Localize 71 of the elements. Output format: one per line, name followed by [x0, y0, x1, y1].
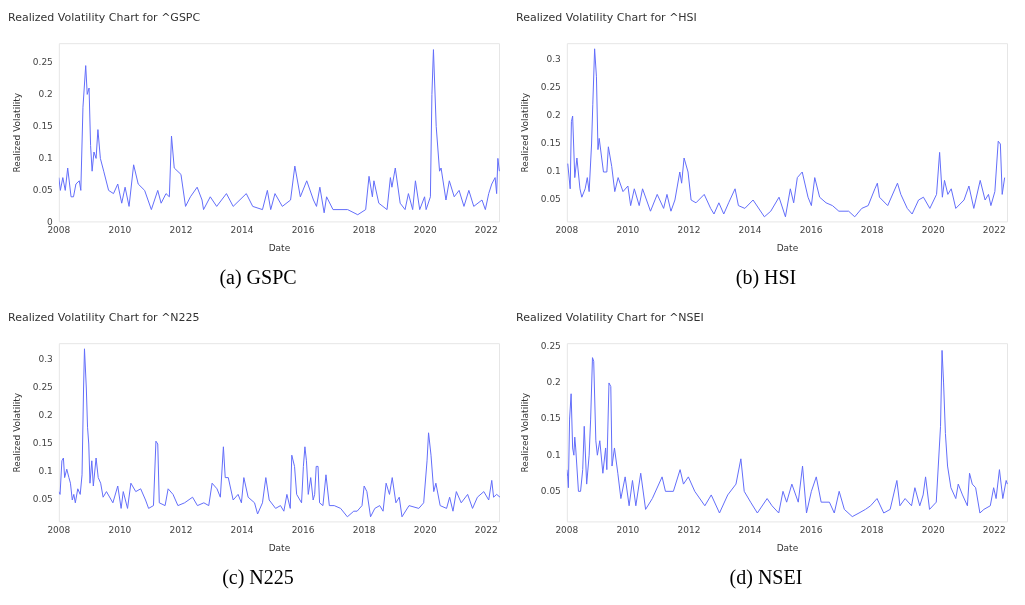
x-tick-label: 2014 [738, 525, 762, 536]
x-tick-label: 2018 [352, 525, 376, 536]
x-tick-label: 2018 [860, 525, 884, 536]
x-tick-label: 2022 [982, 225, 1006, 236]
x-axis-title: Date [268, 542, 291, 553]
x-axis-title: Date [776, 542, 799, 553]
x-tick-label: 2012 [677, 225, 701, 236]
y-tick-label: 0.2 [546, 377, 561, 388]
y-tick-label: 0.25 [540, 82, 561, 93]
x-tick-label: 2008 [47, 225, 71, 236]
x-tick-label: 2020 [413, 525, 437, 536]
x-tick-label: 2010 [108, 525, 132, 536]
y-tick-label: 0.05 [32, 184, 53, 195]
y-tick-label: 0.15 [32, 438, 53, 449]
chart-title: Realized Volatility Chart for ^HSI [516, 11, 697, 25]
x-tick-label: 2010 [616, 525, 640, 536]
chart-title: Realized Volatility Chart for ^NSEI [516, 311, 704, 325]
y-tick-label: 0.1 [546, 449, 561, 460]
x-tick-label: 2010 [108, 225, 132, 236]
x-tick-label: 2016 [799, 525, 823, 536]
x-tick-label: 2022 [982, 525, 1006, 536]
y-axis-title: Realized Volatility [11, 392, 22, 473]
y-tick-label: 0.25 [32, 56, 53, 67]
x-axis-title: Date [268, 242, 291, 253]
y-tick-label: 0.1 [38, 466, 53, 477]
x-tick-label: 2014 [230, 525, 254, 536]
x-tick-label: 2020 [921, 225, 945, 236]
x-tick-label: 2022 [474, 525, 498, 536]
y-tick-label: 0.1 [546, 166, 561, 177]
y-axis-title: Realized Volatility [11, 92, 22, 173]
y-tick-label: 0.05 [540, 485, 561, 496]
x-tick-label: 2022 [474, 225, 498, 236]
text: (d) NSEI [728, 566, 804, 589]
x-tick-label: 2018 [860, 225, 884, 236]
x-tick-label: 2008 [555, 225, 579, 236]
x-tick-label: 2008 [47, 525, 71, 536]
y-tick-label: 0.2 [546, 110, 561, 121]
y-tick-label: 0.05 [32, 494, 53, 505]
x-tick-label: 2018 [352, 225, 376, 236]
y-tick-label: 0.15 [540, 413, 561, 424]
x-tick-label: 2020 [921, 525, 945, 536]
x-tick-label: 2020 [413, 225, 437, 236]
chart-title: Realized Volatility Chart for ^GSPC [8, 11, 201, 25]
y-tick-label: 0.05 [540, 194, 561, 205]
x-tick-label: 2008 [555, 525, 579, 536]
y-tick-label: 0.3 [38, 354, 53, 365]
y-tick-label: 0 [47, 216, 54, 227]
y-axis-title: Realized Volatility [519, 92, 530, 173]
text: (b) HSI [734, 266, 798, 289]
x-tick-label: 2016 [799, 225, 823, 236]
x-tick-label: 2012 [169, 525, 193, 536]
x-tick-label: 2012 [169, 225, 193, 236]
x-tick-label: 2016 [291, 225, 315, 236]
x-tick-label: 2010 [616, 225, 640, 236]
x-tick-label: 2012 [677, 525, 701, 536]
y-tick-label: 0.15 [540, 138, 561, 149]
text: (c) N225 [221, 566, 295, 589]
x-tick-label: 2014 [230, 225, 254, 236]
x-axis-title: Date [776, 242, 799, 253]
chart-title: Realized Volatility Chart for ^N225 [8, 311, 200, 325]
x-tick-label: 2016 [291, 525, 315, 536]
y-tick-label: 0.3 [546, 54, 561, 65]
y-tick-label: 0.1 [38, 152, 53, 163]
x-tick-label: 2014 [738, 225, 762, 236]
y-tick-label: 0.15 [32, 120, 53, 131]
y-tick-label: 0.25 [540, 341, 561, 352]
y-tick-label: 0.2 [38, 88, 53, 99]
y-axis-title: Realized Volatility [519, 392, 530, 473]
text: (a) GSPC [218, 266, 298, 289]
y-tick-label: 0.25 [32, 382, 53, 393]
y-tick-label: 0.2 [38, 410, 53, 421]
